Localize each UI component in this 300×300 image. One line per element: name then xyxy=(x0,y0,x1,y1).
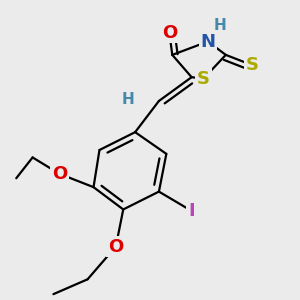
Text: I: I xyxy=(188,202,195,220)
Text: O: O xyxy=(52,165,67,183)
Text: N: N xyxy=(200,32,215,50)
Text: H: H xyxy=(121,92,134,107)
Text: O: O xyxy=(108,238,123,256)
Text: H: H xyxy=(214,18,226,33)
Text: O: O xyxy=(162,24,177,42)
Text: S: S xyxy=(246,56,259,74)
Text: S: S xyxy=(197,70,210,88)
